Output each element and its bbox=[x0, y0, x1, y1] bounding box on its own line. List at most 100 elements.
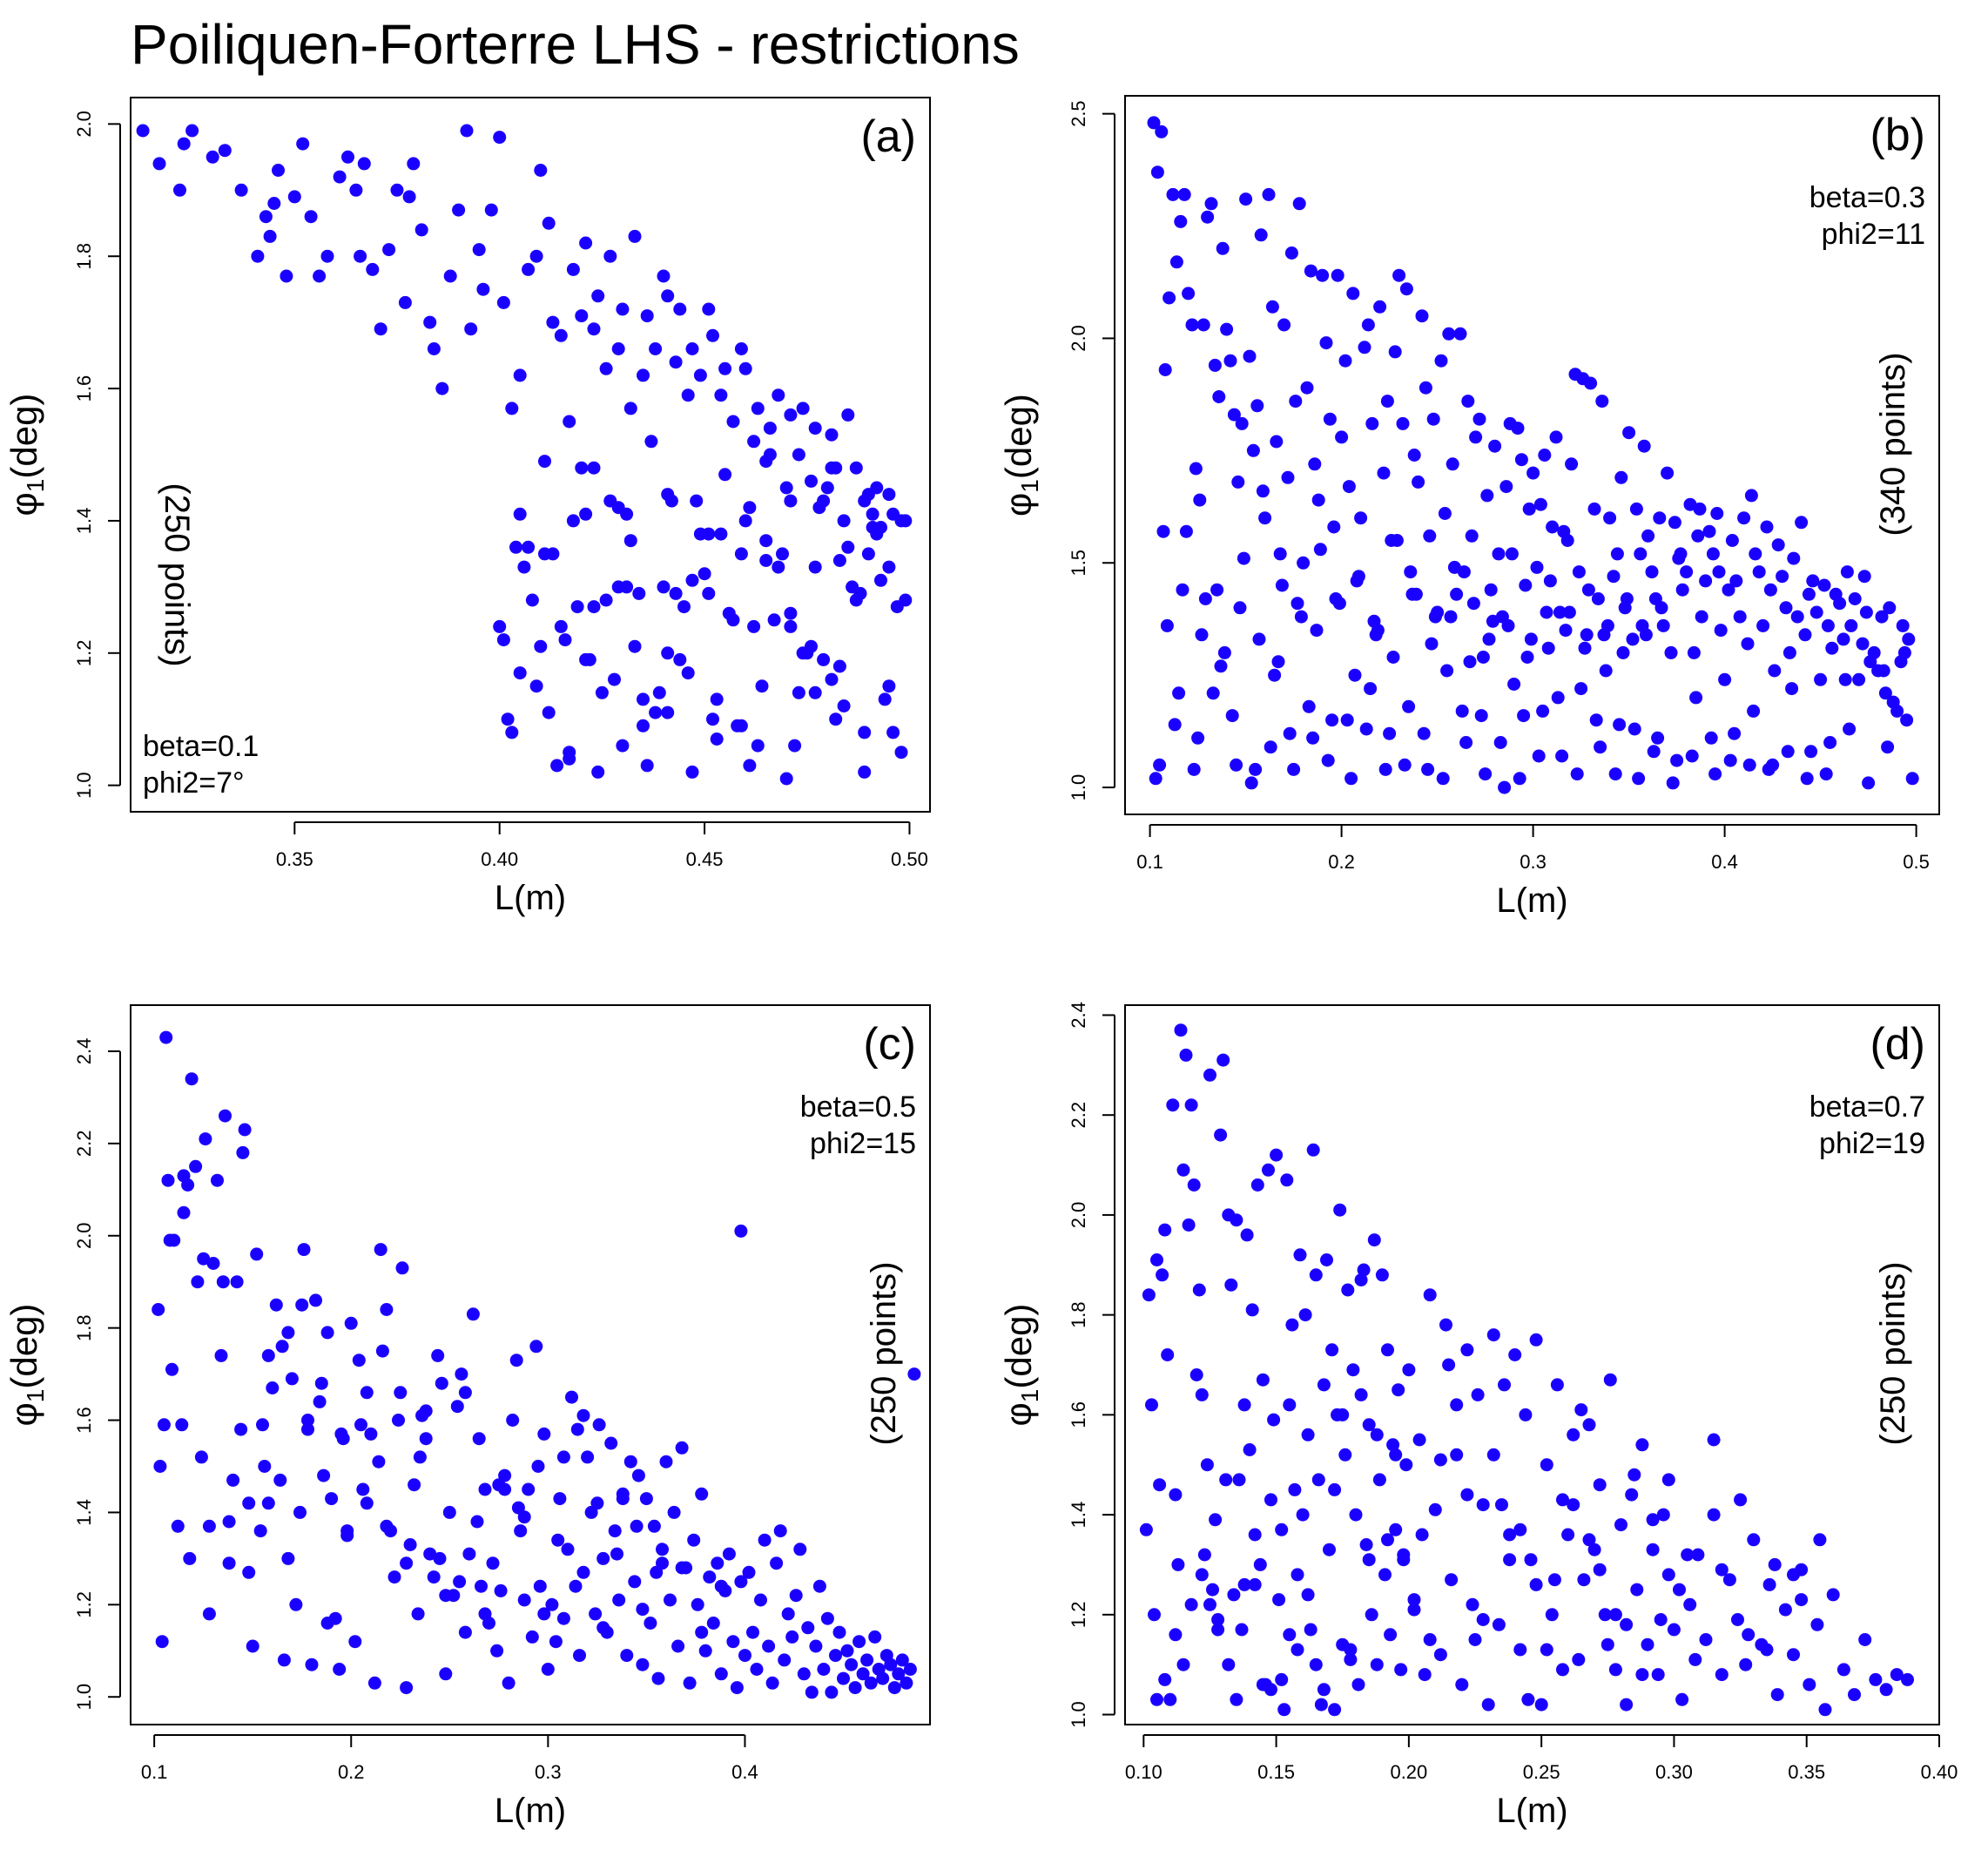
y-axis-title-symbol: φ bbox=[998, 1402, 1039, 1426]
data-point bbox=[1680, 565, 1694, 579]
data-point bbox=[695, 1487, 709, 1501]
data-point bbox=[171, 1519, 185, 1533]
data-point bbox=[296, 137, 310, 151]
data-point bbox=[333, 170, 347, 184]
data-point bbox=[895, 1653, 909, 1667]
data-point bbox=[366, 262, 380, 276]
data-point bbox=[1890, 704, 1904, 718]
data-point bbox=[375, 1344, 389, 1358]
data-point bbox=[458, 1386, 472, 1400]
data-point bbox=[1685, 749, 1699, 763]
data-point bbox=[1237, 551, 1250, 565]
data-point bbox=[661, 706, 675, 719]
data-point bbox=[1668, 516, 1681, 530]
data-point bbox=[1471, 1388, 1485, 1401]
data-point bbox=[812, 1579, 826, 1593]
data-point bbox=[1625, 1488, 1639, 1502]
data-point bbox=[1771, 538, 1785, 552]
data-point bbox=[702, 527, 716, 541]
data-point bbox=[1317, 1378, 1331, 1392]
data-point bbox=[348, 1635, 362, 1649]
data-point bbox=[685, 342, 699, 355]
y-tick-label: 1.0 bbox=[1068, 774, 1089, 801]
data-point bbox=[1601, 1637, 1614, 1651]
data-point bbox=[529, 1340, 543, 1354]
data-point bbox=[1463, 655, 1477, 669]
data-point bbox=[534, 164, 548, 177]
data-point bbox=[136, 124, 150, 138]
y-tick-label: 1.2 bbox=[73, 639, 95, 666]
data-point bbox=[1169, 1628, 1183, 1642]
data-point bbox=[1310, 624, 1324, 638]
data-point bbox=[546, 315, 560, 329]
data-point bbox=[1264, 1493, 1277, 1507]
y-tick-label: 1.2 bbox=[73, 1591, 95, 1618]
data-point bbox=[1534, 1698, 1548, 1712]
x-tick-label: 0.3 bbox=[535, 1761, 562, 1783]
data-point bbox=[570, 600, 584, 614]
data-point bbox=[1840, 565, 1854, 579]
data-point bbox=[1254, 228, 1268, 242]
data-point bbox=[1574, 1403, 1588, 1417]
data-point bbox=[464, 322, 478, 336]
data-point bbox=[1770, 1688, 1784, 1702]
data-point bbox=[478, 1607, 492, 1621]
data-point bbox=[341, 150, 354, 164]
data-point bbox=[1158, 363, 1172, 376]
data-point bbox=[1304, 1623, 1317, 1637]
data-point bbox=[1450, 587, 1464, 601]
data-point bbox=[1495, 1498, 1508, 1512]
data-point bbox=[738, 514, 752, 528]
data-point bbox=[1608, 1663, 1622, 1677]
data-point bbox=[1250, 1178, 1264, 1192]
data-point bbox=[1397, 1548, 1411, 1562]
data-point bbox=[1852, 672, 1866, 686]
data-point bbox=[476, 282, 490, 296]
data-point bbox=[1281, 470, 1295, 484]
data-point bbox=[673, 302, 687, 316]
data-point bbox=[673, 652, 687, 666]
data-point bbox=[1744, 489, 1758, 503]
data-point bbox=[1402, 1363, 1416, 1377]
data-point bbox=[1858, 1633, 1872, 1646]
data-point bbox=[1529, 1333, 1543, 1347]
data-point bbox=[1200, 1458, 1214, 1472]
data-point bbox=[1503, 1553, 1517, 1567]
data-point bbox=[1776, 570, 1789, 584]
data-point bbox=[301, 1414, 314, 1427]
data-point bbox=[587, 322, 601, 336]
data-point bbox=[1243, 349, 1257, 363]
data-point bbox=[1291, 1568, 1304, 1582]
data-point bbox=[1270, 435, 1284, 449]
data-point bbox=[1479, 767, 1493, 781]
data-point bbox=[714, 527, 728, 541]
data-point bbox=[1603, 1373, 1617, 1387]
data-point bbox=[1762, 1577, 1776, 1591]
data-point bbox=[1486, 614, 1499, 628]
data-point bbox=[1559, 624, 1573, 638]
data-point bbox=[1524, 1553, 1538, 1567]
data-point bbox=[714, 388, 728, 402]
data-point bbox=[652, 685, 666, 699]
data-point bbox=[1883, 601, 1897, 615]
data-point bbox=[1195, 628, 1209, 642]
data-point bbox=[1787, 1648, 1800, 1662]
data-point bbox=[1593, 1563, 1607, 1577]
data-point bbox=[325, 1492, 339, 1506]
x-axis-title: L(m) bbox=[1496, 1792, 1567, 1830]
data-point bbox=[538, 547, 551, 561]
data-point bbox=[1357, 1263, 1371, 1277]
data-point bbox=[155, 1635, 169, 1649]
data-point bbox=[189, 1159, 203, 1173]
y-tick-label: 1.6 bbox=[73, 1407, 95, 1434]
y-tick-label: 1.4 bbox=[73, 1499, 95, 1526]
data-point bbox=[1208, 358, 1222, 372]
data-point bbox=[1308, 457, 1322, 471]
x-tick-label: 0.3 bbox=[1520, 851, 1547, 873]
data-point bbox=[1704, 731, 1718, 745]
data-point bbox=[1508, 1348, 1522, 1361]
data-point bbox=[820, 481, 834, 495]
data-point bbox=[242, 1565, 256, 1579]
data-point bbox=[882, 679, 896, 693]
data-point bbox=[529, 249, 543, 263]
